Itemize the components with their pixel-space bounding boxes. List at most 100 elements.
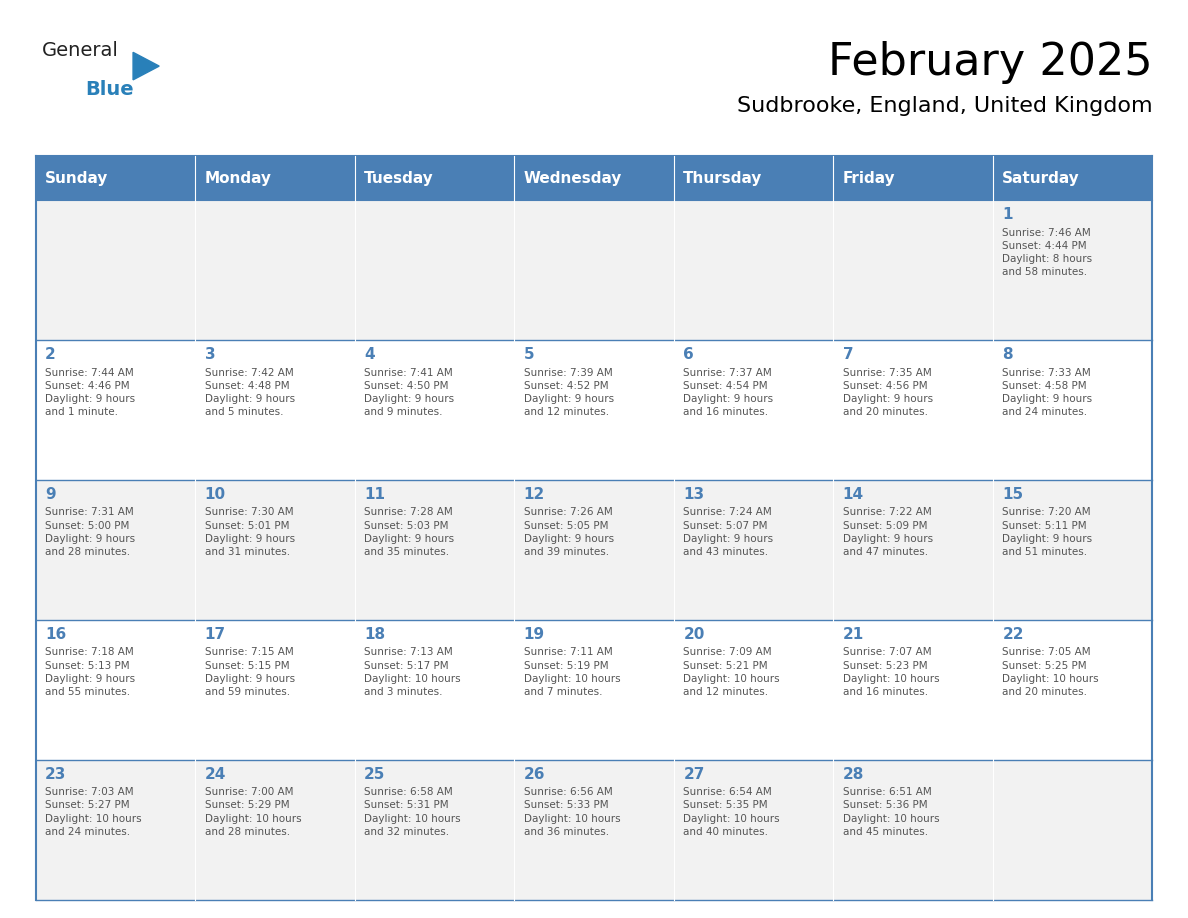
- Text: 23: 23: [45, 767, 67, 782]
- Text: Sunrise: 7:24 AM
Sunset: 5:07 PM
Daylight: 9 hours
and 43 minutes.: Sunrise: 7:24 AM Sunset: 5:07 PM Dayligh…: [683, 508, 773, 557]
- Bar: [833, 340, 993, 480]
- Text: February 2025: February 2025: [828, 41, 1152, 84]
- Text: Sunrise: 7:15 AM
Sunset: 5:15 PM
Daylight: 9 hours
and 59 minutes.: Sunrise: 7:15 AM Sunset: 5:15 PM Dayligh…: [204, 647, 295, 697]
- Text: Blue: Blue: [86, 80, 134, 99]
- Bar: [993, 620, 1152, 760]
- Text: Sunrise: 7:20 AM
Sunset: 5:11 PM
Daylight: 9 hours
and 51 minutes.: Sunrise: 7:20 AM Sunset: 5:11 PM Dayligh…: [1003, 508, 1093, 557]
- Bar: [195, 200, 355, 340]
- Text: 25: 25: [365, 767, 386, 782]
- Text: 12: 12: [524, 487, 545, 502]
- Text: 24: 24: [204, 767, 226, 782]
- Bar: [833, 200, 993, 340]
- Bar: [36, 200, 195, 340]
- Bar: [674, 480, 833, 620]
- Bar: [195, 620, 355, 760]
- Text: Sunrise: 7:13 AM
Sunset: 5:17 PM
Daylight: 10 hours
and 3 minutes.: Sunrise: 7:13 AM Sunset: 5:17 PM Dayligh…: [365, 647, 461, 697]
- Text: Sunrise: 7:46 AM
Sunset: 4:44 PM
Daylight: 8 hours
and 58 minutes.: Sunrise: 7:46 AM Sunset: 4:44 PM Dayligh…: [1003, 228, 1093, 277]
- Bar: [514, 156, 674, 200]
- Text: 11: 11: [365, 487, 385, 502]
- Text: Sunrise: 7:11 AM
Sunset: 5:19 PM
Daylight: 10 hours
and 7 minutes.: Sunrise: 7:11 AM Sunset: 5:19 PM Dayligh…: [524, 647, 620, 697]
- Text: 6: 6: [683, 347, 694, 363]
- Bar: [833, 156, 993, 200]
- Bar: [36, 760, 195, 900]
- Text: Sunrise: 7:05 AM
Sunset: 5:25 PM
Daylight: 10 hours
and 20 minutes.: Sunrise: 7:05 AM Sunset: 5:25 PM Dayligh…: [1003, 647, 1099, 697]
- Bar: [195, 480, 355, 620]
- Bar: [355, 340, 514, 480]
- Text: 18: 18: [365, 627, 385, 643]
- Text: Sunrise: 7:35 AM
Sunset: 4:56 PM
Daylight: 9 hours
and 20 minutes.: Sunrise: 7:35 AM Sunset: 4:56 PM Dayligh…: [842, 367, 933, 417]
- Text: Sunrise: 7:00 AM
Sunset: 5:29 PM
Daylight: 10 hours
and 28 minutes.: Sunrise: 7:00 AM Sunset: 5:29 PM Dayligh…: [204, 788, 302, 837]
- Text: 14: 14: [842, 487, 864, 502]
- Text: 9: 9: [45, 487, 56, 502]
- Text: 3: 3: [204, 347, 215, 363]
- Text: General: General: [42, 41, 119, 61]
- Text: 21: 21: [842, 627, 864, 643]
- Text: Sunrise: 7:31 AM
Sunset: 5:00 PM
Daylight: 9 hours
and 28 minutes.: Sunrise: 7:31 AM Sunset: 5:00 PM Dayligh…: [45, 508, 135, 557]
- Bar: [514, 340, 674, 480]
- Bar: [993, 340, 1152, 480]
- Text: Monday: Monday: [204, 171, 272, 185]
- Bar: [833, 480, 993, 620]
- Text: Thursday: Thursday: [683, 171, 763, 185]
- Text: Saturday: Saturday: [1003, 171, 1080, 185]
- Text: Sunrise: 7:33 AM
Sunset: 4:58 PM
Daylight: 9 hours
and 24 minutes.: Sunrise: 7:33 AM Sunset: 4:58 PM Dayligh…: [1003, 367, 1093, 417]
- Bar: [355, 620, 514, 760]
- Text: 15: 15: [1003, 487, 1023, 502]
- Text: Sunrise: 7:09 AM
Sunset: 5:21 PM
Daylight: 10 hours
and 12 minutes.: Sunrise: 7:09 AM Sunset: 5:21 PM Dayligh…: [683, 647, 779, 697]
- Bar: [514, 200, 674, 340]
- Text: Sunrise: 7:39 AM
Sunset: 4:52 PM
Daylight: 9 hours
and 12 minutes.: Sunrise: 7:39 AM Sunset: 4:52 PM Dayligh…: [524, 367, 614, 417]
- Bar: [833, 760, 993, 900]
- Polygon shape: [133, 52, 159, 80]
- Bar: [993, 480, 1152, 620]
- Text: 5: 5: [524, 347, 535, 363]
- Text: 10: 10: [204, 487, 226, 502]
- Text: Sunrise: 6:58 AM
Sunset: 5:31 PM
Daylight: 10 hours
and 32 minutes.: Sunrise: 6:58 AM Sunset: 5:31 PM Dayligh…: [365, 788, 461, 837]
- Text: 19: 19: [524, 627, 545, 643]
- Bar: [355, 200, 514, 340]
- Text: 22: 22: [1003, 627, 1024, 643]
- Text: 27: 27: [683, 767, 704, 782]
- Bar: [195, 156, 355, 200]
- Bar: [36, 156, 195, 200]
- Text: 2: 2: [45, 347, 56, 363]
- Bar: [514, 620, 674, 760]
- Text: Sunrise: 7:42 AM
Sunset: 4:48 PM
Daylight: 9 hours
and 5 minutes.: Sunrise: 7:42 AM Sunset: 4:48 PM Dayligh…: [204, 367, 295, 417]
- Text: Sunrise: 7:07 AM
Sunset: 5:23 PM
Daylight: 10 hours
and 16 minutes.: Sunrise: 7:07 AM Sunset: 5:23 PM Dayligh…: [842, 647, 940, 697]
- Bar: [355, 480, 514, 620]
- Text: Sunday: Sunday: [45, 171, 108, 185]
- Text: Sunrise: 7:37 AM
Sunset: 4:54 PM
Daylight: 9 hours
and 16 minutes.: Sunrise: 7:37 AM Sunset: 4:54 PM Dayligh…: [683, 367, 773, 417]
- Bar: [674, 340, 833, 480]
- Bar: [514, 480, 674, 620]
- Text: 4: 4: [365, 347, 375, 363]
- Bar: [36, 480, 195, 620]
- Bar: [993, 760, 1152, 900]
- Bar: [195, 340, 355, 480]
- Bar: [514, 760, 674, 900]
- Text: Sunrise: 7:26 AM
Sunset: 5:05 PM
Daylight: 9 hours
and 39 minutes.: Sunrise: 7:26 AM Sunset: 5:05 PM Dayligh…: [524, 508, 614, 557]
- Bar: [36, 620, 195, 760]
- Bar: [195, 760, 355, 900]
- Bar: [36, 340, 195, 480]
- Text: 20: 20: [683, 627, 704, 643]
- Bar: [355, 760, 514, 900]
- Bar: [355, 156, 514, 200]
- Text: Sunrise: 7:44 AM
Sunset: 4:46 PM
Daylight: 9 hours
and 1 minute.: Sunrise: 7:44 AM Sunset: 4:46 PM Dayligh…: [45, 367, 135, 417]
- Text: Sunrise: 6:54 AM
Sunset: 5:35 PM
Daylight: 10 hours
and 40 minutes.: Sunrise: 6:54 AM Sunset: 5:35 PM Dayligh…: [683, 788, 779, 837]
- Bar: [674, 620, 833, 760]
- Bar: [993, 200, 1152, 340]
- Text: 8: 8: [1003, 347, 1013, 363]
- Text: Wednesday: Wednesday: [524, 171, 623, 185]
- Text: Sunrise: 7:30 AM
Sunset: 5:01 PM
Daylight: 9 hours
and 31 minutes.: Sunrise: 7:30 AM Sunset: 5:01 PM Dayligh…: [204, 508, 295, 557]
- Text: 28: 28: [842, 767, 864, 782]
- Bar: [993, 156, 1152, 200]
- Text: Sunrise: 6:56 AM
Sunset: 5:33 PM
Daylight: 10 hours
and 36 minutes.: Sunrise: 6:56 AM Sunset: 5:33 PM Dayligh…: [524, 788, 620, 837]
- Text: Sunrise: 7:03 AM
Sunset: 5:27 PM
Daylight: 10 hours
and 24 minutes.: Sunrise: 7:03 AM Sunset: 5:27 PM Dayligh…: [45, 788, 141, 837]
- Text: Tuesday: Tuesday: [365, 171, 434, 185]
- Text: 16: 16: [45, 627, 67, 643]
- Text: Sunrise: 7:18 AM
Sunset: 5:13 PM
Daylight: 9 hours
and 55 minutes.: Sunrise: 7:18 AM Sunset: 5:13 PM Dayligh…: [45, 647, 135, 697]
- Text: 7: 7: [842, 347, 853, 363]
- Text: 17: 17: [204, 627, 226, 643]
- Text: 1: 1: [1003, 207, 1013, 222]
- Text: 13: 13: [683, 487, 704, 502]
- Text: 26: 26: [524, 767, 545, 782]
